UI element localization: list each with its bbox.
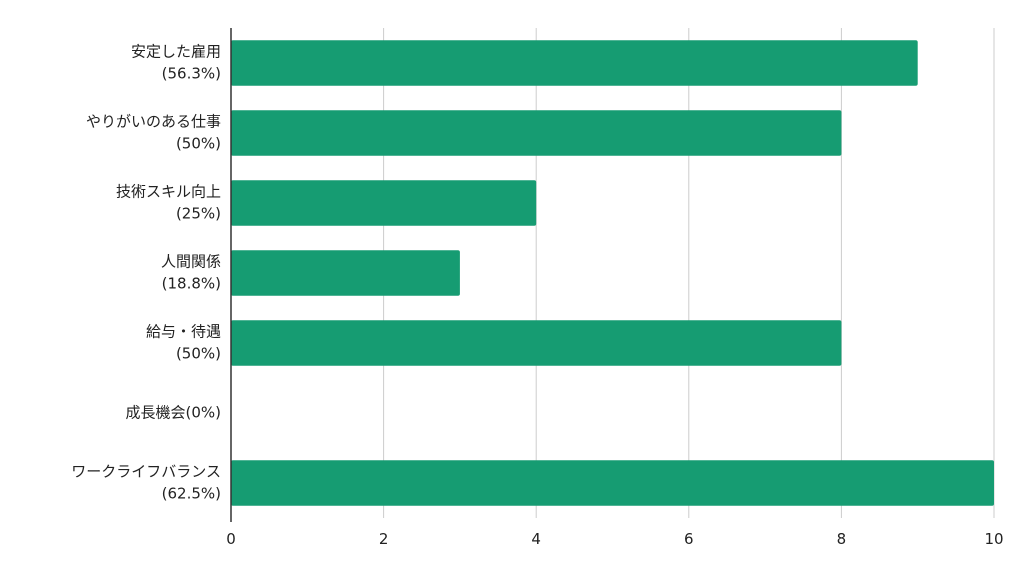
bar-series bbox=[231, 40, 994, 506]
x-tick-label-3: 6 bbox=[684, 530, 694, 548]
category-label-5: 成長機会(0%) bbox=[125, 404, 221, 422]
x-tick-label-5: 10 bbox=[984, 530, 1003, 548]
bar-0 bbox=[231, 40, 918, 86]
category-label-line: 人間関係 bbox=[161, 253, 221, 271]
bar-1 bbox=[231, 110, 842, 156]
category-label-line: (56.3%) bbox=[162, 65, 221, 83]
category-label-line: (62.5%) bbox=[162, 485, 221, 503]
category-labels: 安定した雇用 (56.3%) やりがいのある仕事 (50%) 技術スキル向上 (25%) 人… bbox=[71, 43, 221, 503]
category-label-line: 給与・待遇 bbox=[146, 323, 221, 341]
category-label-0: 安定した雇用 (56.3%) bbox=[131, 43, 221, 83]
x-tick-label-2: 4 bbox=[531, 530, 541, 548]
category-label-line: (18.8%) bbox=[162, 275, 221, 293]
category-label-1: やりがいのある仕事 (50%) bbox=[86, 113, 221, 153]
category-label-4: 給与・待遇 (50%) bbox=[146, 323, 221, 363]
bar-4 bbox=[231, 320, 842, 366]
bar-6 bbox=[231, 460, 994, 506]
bar-2 bbox=[231, 180, 537, 226]
category-label-line: ワークライフバランス bbox=[71, 463, 221, 481]
category-label-2: 技術スキル向上 (25%) bbox=[116, 183, 221, 223]
category-label-line: 技術スキル向上 bbox=[116, 183, 221, 201]
category-label-line: 成長機会(0%) bbox=[125, 404, 221, 422]
category-label-line: やりがいのある仕事 bbox=[86, 113, 221, 131]
category-label-3: 人間関係 (18.8%) bbox=[161, 253, 221, 293]
x-tick-label-4: 8 bbox=[837, 530, 847, 548]
category-label-line: (25%) bbox=[176, 205, 221, 223]
category-label-6: ワークライフバランス (62.5%) bbox=[71, 463, 221, 503]
x-tick-labels: 0 2 4 6 8 10 bbox=[226, 530, 1003, 548]
x-tick-label-0: 0 bbox=[226, 530, 236, 548]
category-label-line: (50%) bbox=[176, 135, 221, 153]
bar-3 bbox=[231, 250, 460, 296]
category-label-line: (50%) bbox=[176, 345, 221, 363]
category-label-line: 安定した雇用 bbox=[131, 43, 221, 61]
x-tick-label-1: 2 bbox=[379, 530, 389, 548]
